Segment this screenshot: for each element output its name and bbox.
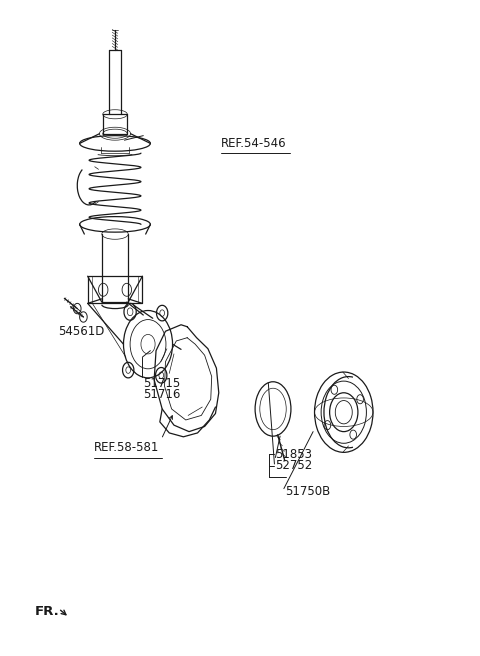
Text: REF.54-546: REF.54-546 xyxy=(221,137,287,150)
Text: 52752: 52752 xyxy=(276,459,312,472)
Text: 51716: 51716 xyxy=(144,388,180,401)
Text: REF.58-581: REF.58-581 xyxy=(94,441,159,455)
Text: 51853: 51853 xyxy=(276,448,312,461)
Text: 51750B: 51750B xyxy=(285,485,330,498)
Text: 54561D: 54561D xyxy=(59,325,105,338)
Text: FR.: FR. xyxy=(35,605,60,617)
Text: 51715: 51715 xyxy=(144,377,180,390)
